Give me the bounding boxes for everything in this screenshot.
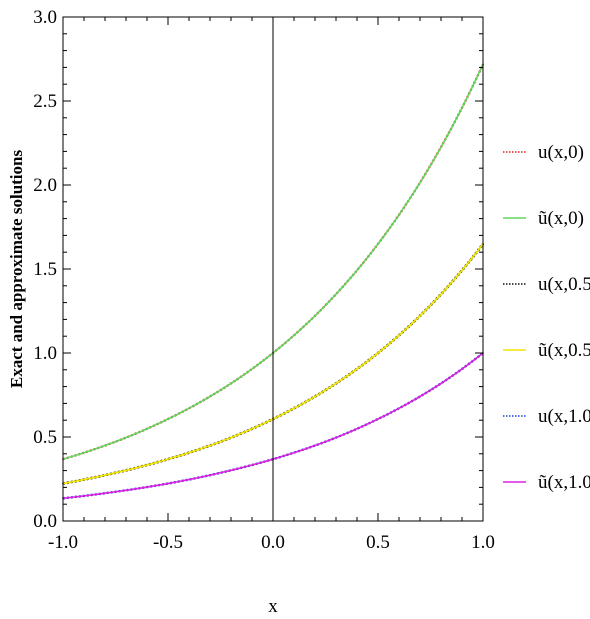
x-tick-label: 0.0	[261, 532, 285, 553]
y-tick-label: 2.0	[33, 175, 57, 196]
legend-label: ũ(x,0.5)	[538, 340, 590, 361]
y-tick-label: 0.5	[33, 427, 57, 448]
y-tick-label: 3.0	[33, 7, 57, 28]
x-tick-label: -1.0	[48, 532, 78, 553]
y-axis-label: Exact and approximate solutions	[7, 150, 26, 389]
legend-entry: ũ(x,0.5)	[503, 340, 590, 361]
legend-entry: ũ(x,0)	[503, 208, 584, 229]
y-tick-label: 1.5	[33, 259, 57, 280]
x-axis-label: x	[268, 596, 278, 617]
tick-layer: -1.0 -0.5 0.0 0.5 1.0 0.0 0.5 1.0 1.5 2.0 2.5 3.0	[33, 7, 495, 553]
y-tick-label: 0.0	[33, 511, 57, 532]
legend-label: u(x,0)	[538, 142, 584, 163]
legend-entry: u(x,0)	[503, 142, 584, 163]
legend-label: ũ(x,1.0)	[538, 472, 590, 493]
x-tick-label: 0.5	[366, 532, 390, 553]
legend-entry: ũ(x,1.0)	[503, 472, 590, 493]
legend-label: u(x,1.0)	[538, 406, 590, 427]
legend-label: u(x,0.5)	[538, 274, 590, 295]
legend-entry: u(x,0.5)	[503, 274, 590, 295]
x-tick-label: 1.0	[471, 532, 495, 553]
y-tick-label: 1.0	[33, 343, 57, 364]
x-tick-label: -0.5	[153, 532, 183, 553]
y-tick-label: 2.5	[33, 91, 57, 112]
legend-label: ũ(x,0)	[538, 208, 584, 229]
legend: u(x,0) ũ(x,0) u(x,0.5) ũ(x,0.5) u(x,1.0) ũ(x,…	[503, 142, 590, 493]
legend-entry: u(x,1.0)	[503, 406, 590, 427]
